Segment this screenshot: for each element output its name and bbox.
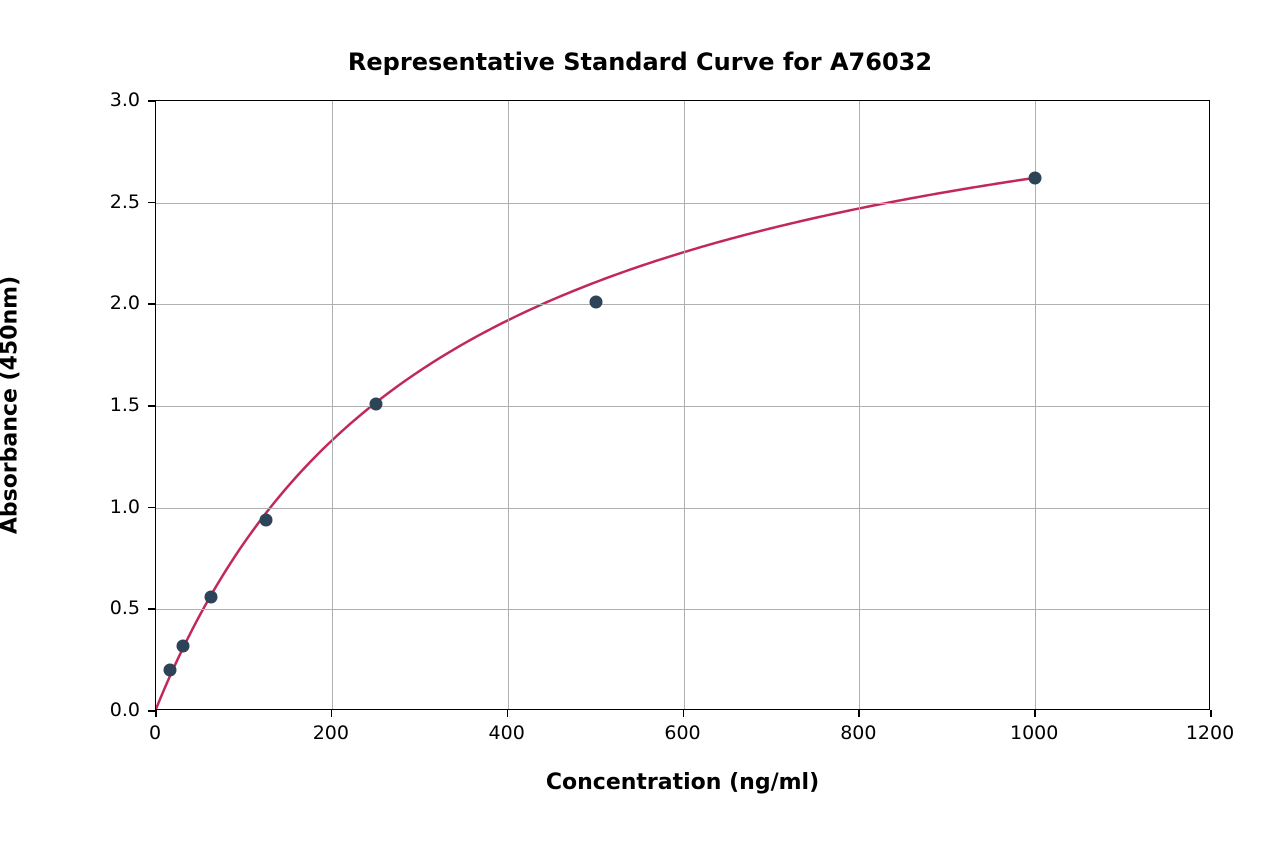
- data-point: [204, 591, 217, 604]
- x-tick-label: 1000: [1010, 722, 1058, 744]
- y-tick-mark: [148, 202, 155, 204]
- data-point: [1029, 172, 1042, 185]
- grid-line-h: [156, 203, 1209, 204]
- data-point: [259, 513, 272, 526]
- x-tick-label: 1200: [1186, 722, 1234, 744]
- x-tick-label: 200: [313, 722, 349, 744]
- y-tick-mark: [148, 710, 155, 712]
- grid-line-v: [332, 101, 333, 709]
- x-tick-mark: [858, 710, 860, 717]
- x-tick-mark: [1034, 710, 1036, 717]
- grid-line-h: [156, 304, 1209, 305]
- chart-title: Representative Standard Curve for A76032: [0, 48, 1280, 76]
- y-tick-label: 0.0: [90, 699, 140, 721]
- chart-container: Representative Standard Curve for A76032…: [0, 0, 1280, 845]
- y-tick-mark: [148, 608, 155, 610]
- grid-line-v: [1035, 101, 1036, 709]
- x-tick-label: 800: [840, 722, 876, 744]
- x-tick-mark: [507, 710, 509, 717]
- y-tick-label: 3.0: [90, 89, 140, 111]
- curve-svg: [156, 101, 1209, 709]
- y-tick-mark: [148, 405, 155, 407]
- y-tick-label: 2.5: [90, 191, 140, 213]
- y-tick-label: 0.5: [90, 597, 140, 619]
- y-tick-label: 1.5: [90, 394, 140, 416]
- grid-line-v: [508, 101, 509, 709]
- grid-line-v: [859, 101, 860, 709]
- data-point: [369, 397, 382, 410]
- x-tick-mark: [331, 710, 333, 717]
- x-tick-label: 0: [149, 722, 161, 744]
- x-axis-label: Concentration (ng/ml): [546, 770, 819, 795]
- data-point: [589, 296, 602, 309]
- x-tick-label: 400: [489, 722, 525, 744]
- y-tick-label: 2.0: [90, 292, 140, 314]
- x-tick-mark: [155, 710, 157, 717]
- y-tick-mark: [148, 100, 155, 102]
- data-point: [177, 639, 190, 652]
- y-axis-label: Absorbance (450nm): [0, 255, 23, 555]
- curve-path: [156, 178, 1034, 709]
- y-tick-mark: [148, 507, 155, 509]
- plot-area: [155, 100, 1210, 710]
- data-point: [163, 664, 176, 677]
- grid-line-v: [684, 101, 685, 709]
- grid-line-h: [156, 406, 1209, 407]
- grid-line-h: [156, 508, 1209, 509]
- y-tick-label: 1.0: [90, 496, 140, 518]
- x-tick-label: 600: [664, 722, 700, 744]
- grid-line-h: [156, 609, 1209, 610]
- x-tick-mark: [1210, 710, 1212, 717]
- y-tick-mark: [148, 303, 155, 305]
- x-tick-mark: [683, 710, 685, 717]
